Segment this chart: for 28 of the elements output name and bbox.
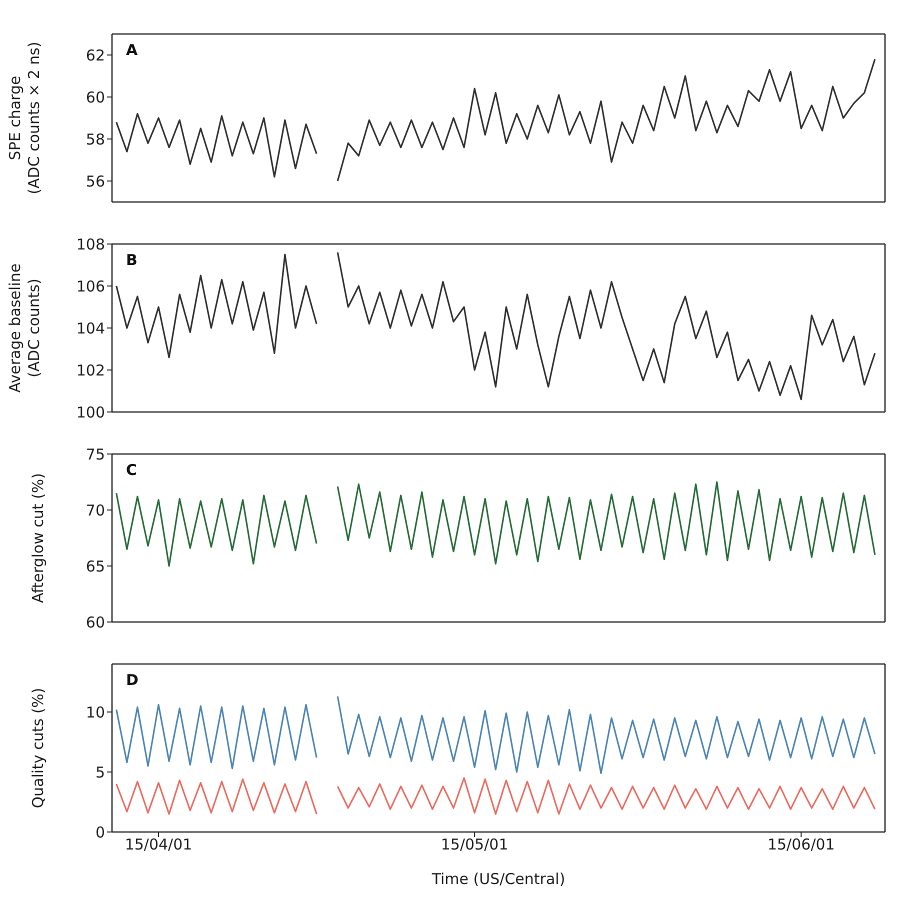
y-tick-label: 108 xyxy=(76,235,105,254)
y-axis-title: Average baseline (ADC counts) xyxy=(6,263,43,393)
x-axis-title: Time (US/Central) xyxy=(430,870,566,888)
x-tick-label: 15/04/01 xyxy=(124,836,192,854)
y-tick-label: 0 xyxy=(95,823,105,842)
annotation: C xyxy=(126,461,138,479)
y-tick-label: 104 xyxy=(76,319,105,338)
y-tick-label: 65 xyxy=(86,557,105,576)
y-tick-label: 102 xyxy=(76,361,105,380)
annotation: A xyxy=(126,41,138,59)
annotation: B xyxy=(126,251,138,269)
y-tick-label: 60 xyxy=(86,613,105,632)
y-tick-label: 62 xyxy=(86,46,105,64)
y-axis-title: Afterglow cut (%) xyxy=(29,472,47,604)
y-tick-label: 106 xyxy=(76,277,105,296)
x-tick-label: 15/05/01 xyxy=(440,836,508,854)
y-tick-label: 75 xyxy=(86,445,105,464)
y-tick-label: 70 xyxy=(86,501,105,520)
y-axis-title: SPE charge (ADC counts × 2 ns) xyxy=(6,42,43,194)
y-tick-label: 5 xyxy=(95,763,105,782)
y-tick-label: 100 xyxy=(76,403,105,422)
y-tick-label: 10 xyxy=(86,703,105,722)
annotation: D xyxy=(126,671,138,689)
y-axis-title: Quality cuts (%) xyxy=(29,688,47,808)
y-tick-label: 56 xyxy=(86,172,105,190)
x-tick-label: 15/06/01 xyxy=(767,836,835,854)
y-tick-label: 58 xyxy=(86,130,105,148)
y-tick-label: 60 xyxy=(86,88,105,106)
